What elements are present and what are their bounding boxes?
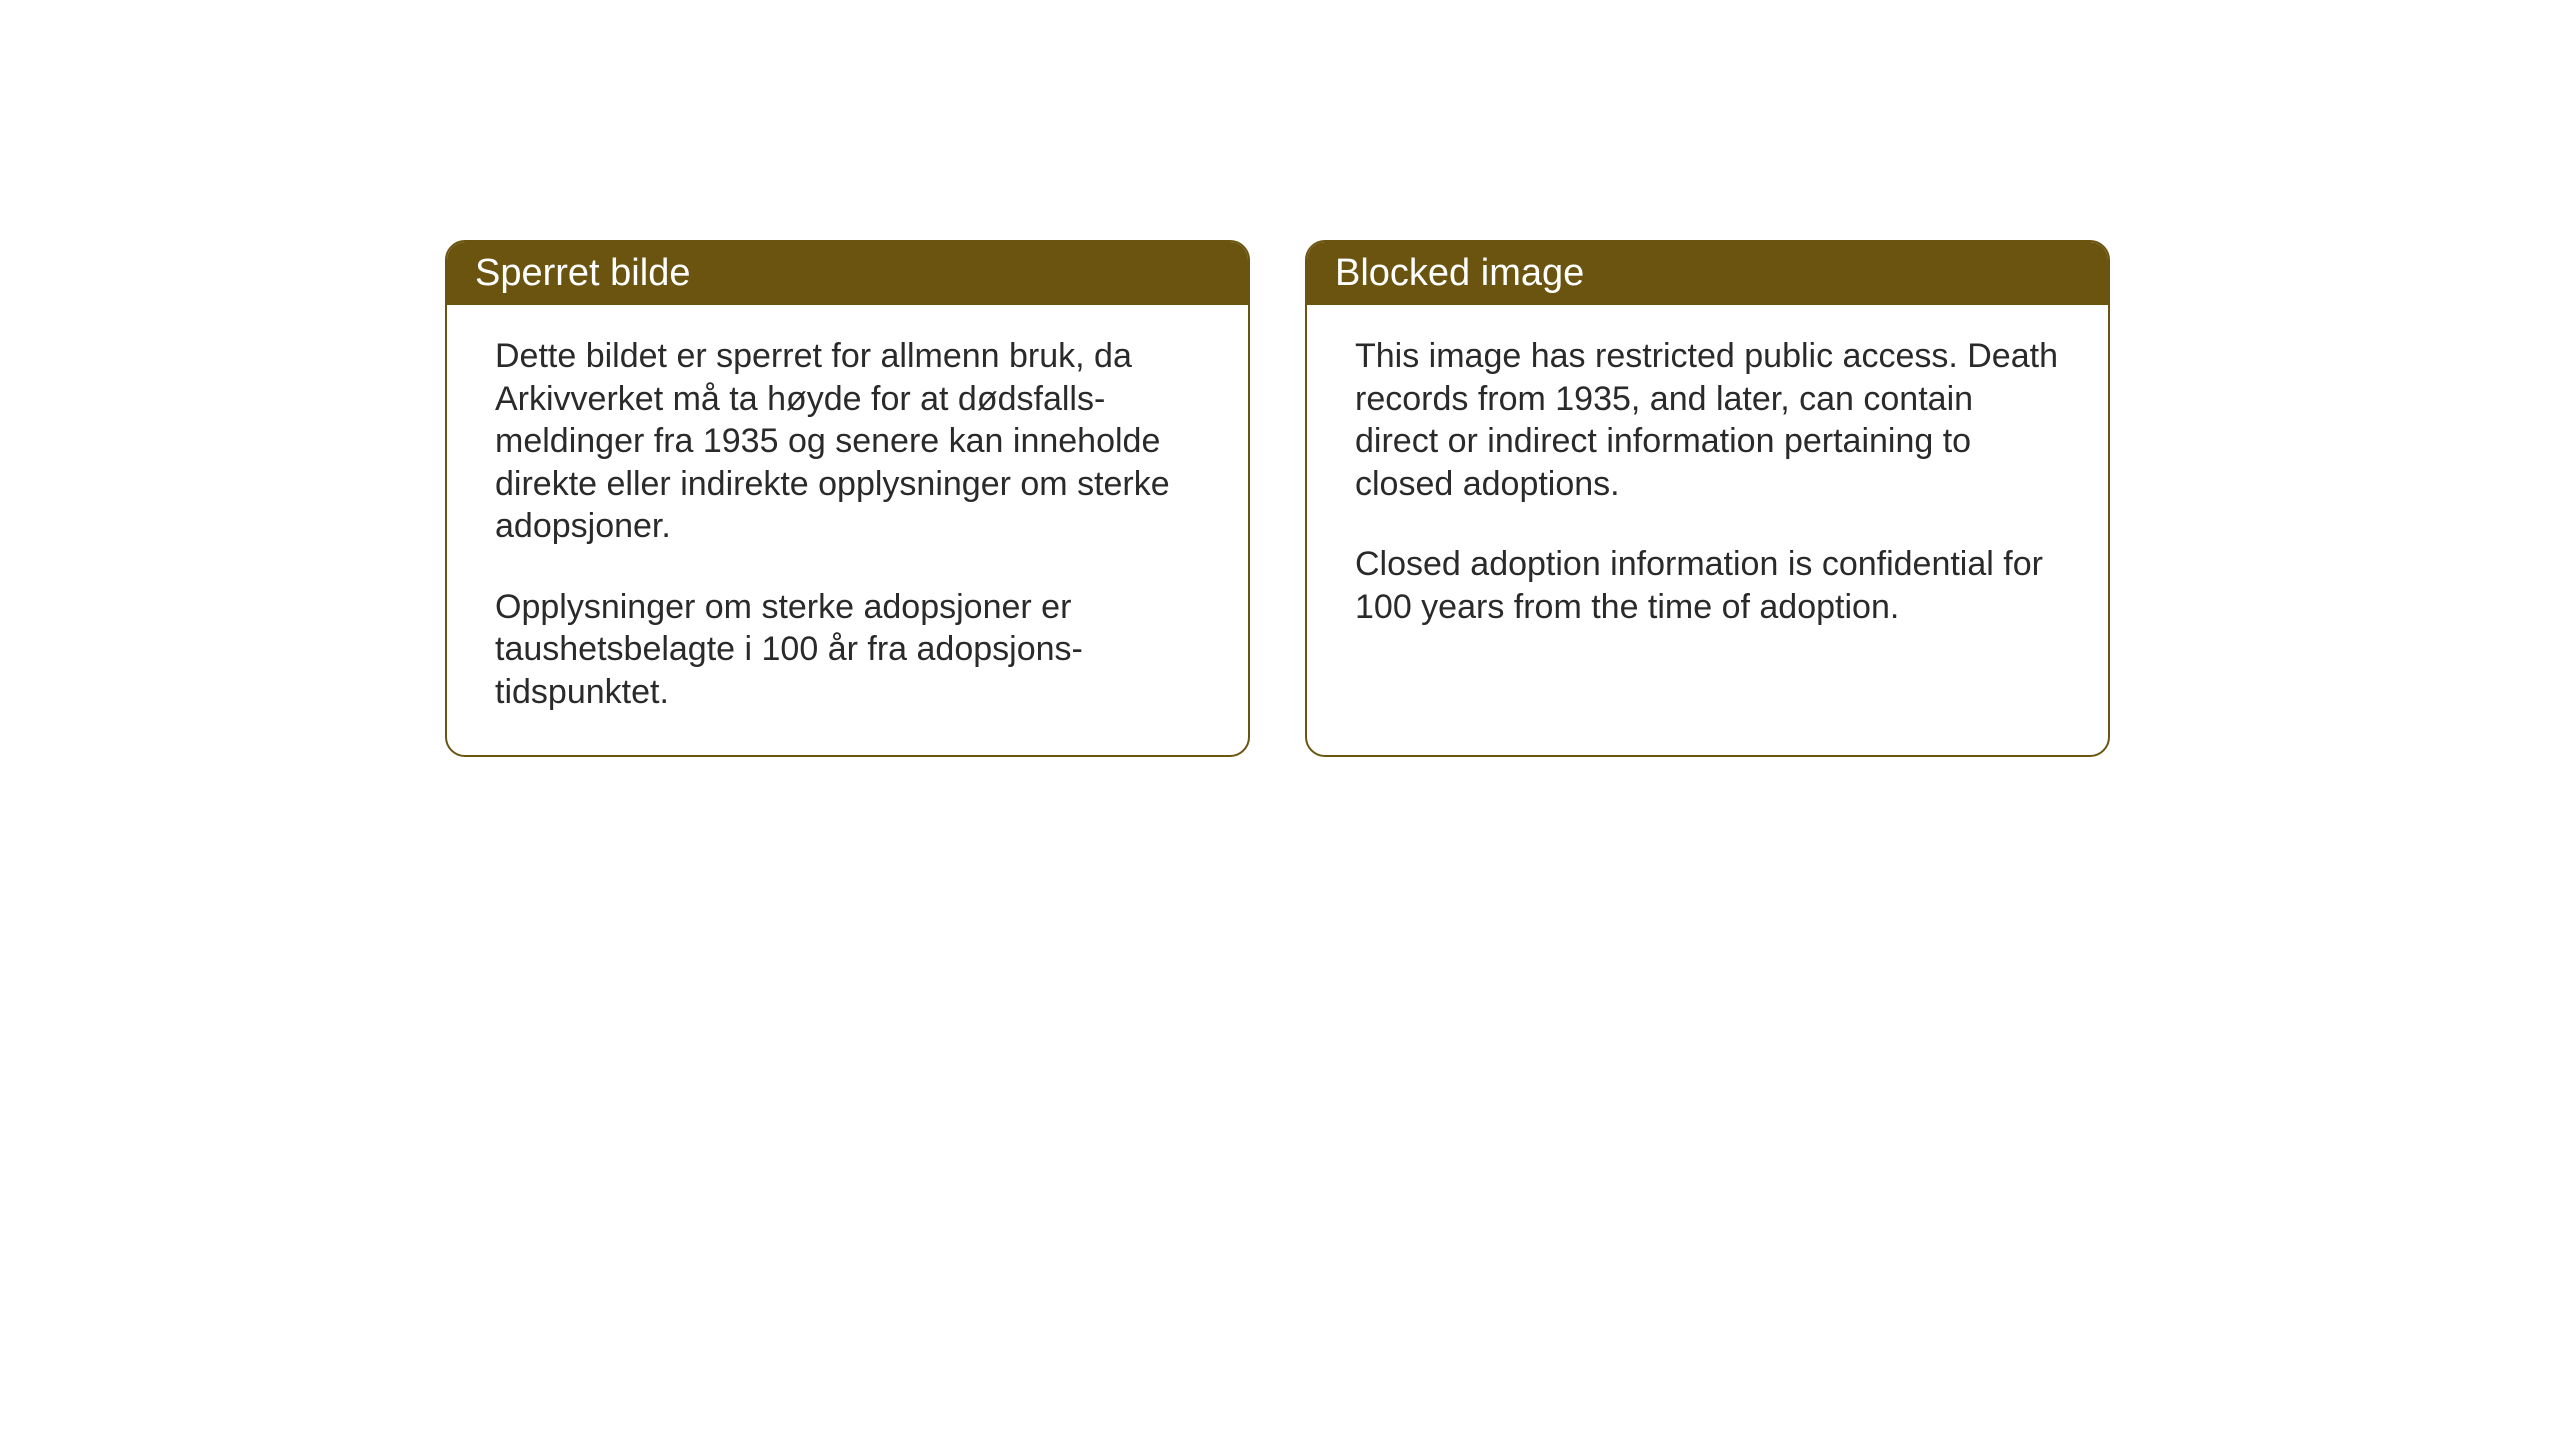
card-paragraph: Closed adoption information is confident… [1355, 543, 2060, 628]
card-paragraph: This image has restricted public access.… [1355, 335, 2060, 505]
card-body: Dette bildet er sperret for allmenn bruk… [447, 305, 1248, 755]
card-body: This image has restricted public access.… [1307, 305, 2108, 670]
notice-card-norwegian: Sperret bilde Dette bildet er sperret fo… [445, 240, 1250, 757]
notice-card-english: Blocked image This image has restricted … [1305, 240, 2110, 757]
card-header: Blocked image [1307, 242, 2108, 305]
notice-container: Sperret bilde Dette bildet er sperret fo… [445, 240, 2110, 757]
card-title: Blocked image [1335, 252, 1584, 294]
card-title: Sperret bilde [475, 252, 690, 294]
card-paragraph: Dette bildet er sperret for allmenn bruk… [495, 335, 1200, 548]
card-paragraph: Opplysninger om sterke adopsjoner er tau… [495, 586, 1200, 714]
card-header: Sperret bilde [447, 242, 1248, 305]
